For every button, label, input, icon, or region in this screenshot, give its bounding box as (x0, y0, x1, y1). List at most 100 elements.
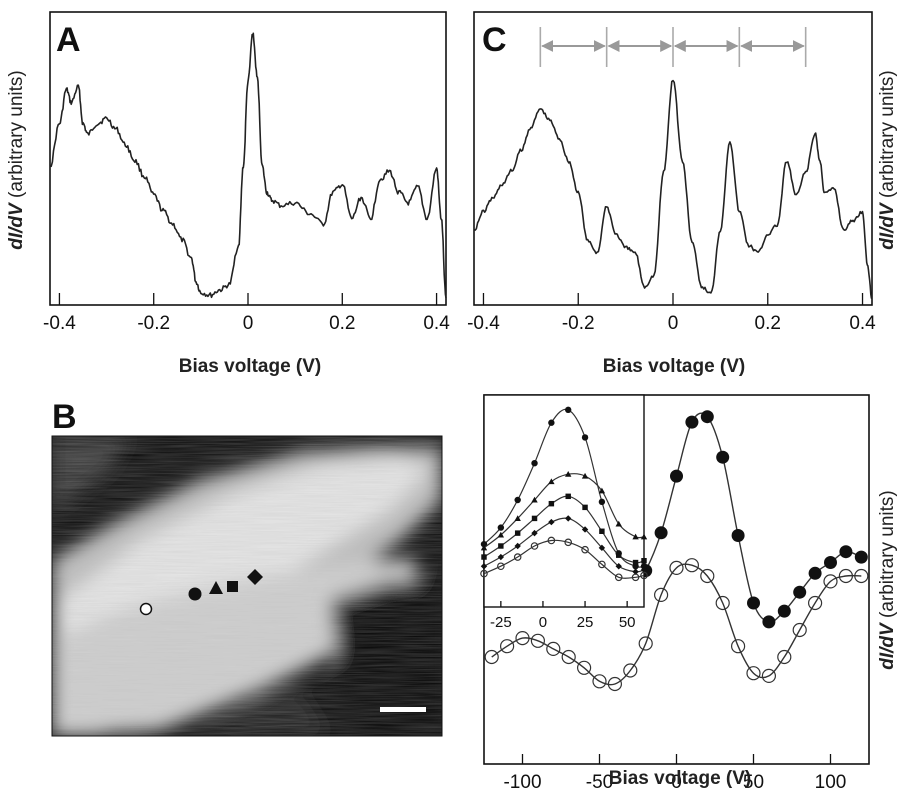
panel-d-inset-x-tick-label: 0 (539, 614, 547, 631)
panel-d-inset-point (598, 498, 606, 506)
panel-c-x-tick-label: 0 (668, 313, 679, 334)
panel-d-y-label: dI/dV (arbitrary units) (877, 490, 898, 669)
panel-d-point (685, 415, 699, 429)
panel-a-y-label: dI/dV (arbitrary units) (6, 70, 27, 249)
panel-a-x-tick-label: -0.2 (137, 313, 170, 334)
panel-d-inset-point (599, 528, 605, 534)
panel-d-point (716, 450, 730, 464)
panel-c-x-label: Bias voltage (V) (603, 356, 746, 377)
panel-c-period-arrows (539, 27, 807, 67)
panel-d-inset-point (582, 504, 588, 511)
panel-d-point (515, 630, 530, 646)
panel-d-inset-point (531, 529, 538, 537)
panel-c-x-tick-label: 0.4 (849, 313, 876, 334)
panel-d-inset-point (497, 524, 505, 531)
panel-d-point (838, 568, 854, 584)
panel-a: A -0.4 -0.2 0 0.2 0.4 Bias voltage (V) dI/dV… (6, 11, 450, 377)
panel-d-point (670, 469, 683, 483)
panel-d-inset-point (548, 419, 555, 426)
panel-c-trace (473, 79, 873, 299)
panel-a-x-tick-label: 0.2 (329, 313, 355, 334)
panel-c-x-axis: -0.4 -0.2 0 0.2 0.4 (467, 293, 876, 334)
panel-a-x-tick-label: -0.4 (43, 313, 76, 334)
panel-d-inset-point (615, 520, 622, 527)
stm-marker-filled-circle (188, 587, 202, 601)
panel-d-x-label: Bias voltage (V) (609, 768, 752, 789)
panel-d-inset-x-tick-label: -25 (490, 614, 512, 631)
panel-d-inset-frame (483, 394, 645, 608)
panel-d-inset-point (614, 573, 623, 582)
scale-bar (380, 707, 426, 712)
panel-d-point (669, 560, 684, 576)
panel-a-trace (49, 32, 447, 299)
panel-d-inset: -25 0 25 50 (480, 406, 648, 631)
panel-d-inset-point (598, 560, 606, 569)
panel-a-x-axis: -0.4 -0.2 0 0.2 0.4 (43, 293, 450, 334)
panel-d-point (700, 410, 714, 424)
panel-d-point (854, 550, 868, 564)
panel-d-inset-series-line (483, 539, 645, 579)
panel-d-point (746, 666, 761, 681)
panel-d-inset-point (480, 540, 488, 548)
panel-d-point (793, 585, 807, 599)
panel-d-inset-point (548, 478, 555, 485)
panel-d-inset-point (514, 542, 521, 550)
panel-d-inset-point (616, 552, 622, 558)
panel-d-inset-point (497, 531, 505, 538)
panel-d-inset-point (565, 515, 572, 522)
panel-b: B (51, 398, 443, 737)
panel-d-inset-point (547, 536, 556, 545)
panel-d-point (576, 660, 592, 675)
panel-d-inset-point (548, 500, 555, 507)
panel-d-point (761, 668, 777, 684)
panel-d-point (807, 595, 823, 611)
panel-d-point (777, 649, 792, 665)
panel-d-point (500, 639, 515, 654)
panel-d-point (592, 674, 607, 689)
panel-d-inset-point (480, 569, 488, 578)
panel-d-point (777, 604, 791, 618)
panel-d-point (654, 526, 668, 540)
stm-image-border (51, 435, 443, 737)
panel-d-inset-point (531, 515, 538, 522)
panel-d-inset-point (632, 559, 639, 566)
panel-d-series-line (491, 563, 862, 686)
panel-d-inset-point (548, 518, 555, 526)
panel-d-point (700, 568, 715, 584)
panel-d-point (747, 596, 760, 610)
panel-d-point (638, 636, 653, 651)
panel-d-x-tick-label: -100 (503, 772, 541, 790)
panel-c-x-tick-label: 0.2 (755, 313, 781, 334)
panel-c-x-tick-label: -0.2 (562, 313, 595, 334)
panel-d-point (808, 566, 822, 580)
panel-c-letter: C (482, 21, 507, 59)
panel-d-x-axis: -100 -50 0 50 100 (503, 754, 846, 790)
panel-d-inset-point (598, 544, 606, 552)
panel-d-inset-point (598, 487, 606, 494)
panel-d-inset-point (565, 406, 572, 414)
panel-d-inset-point (480, 563, 488, 570)
panel-d-point (731, 529, 745, 542)
panel-d-point (684, 558, 700, 573)
panel-d-point (653, 587, 669, 603)
panel-b-letter: B (52, 398, 77, 436)
panel-d-point (823, 574, 838, 589)
panel-d-inset-point (480, 544, 488, 551)
panel-d-inset-point (564, 538, 573, 547)
stm-marker-square (227, 581, 238, 592)
panel-d-inset-point (640, 563, 648, 570)
panel-d-inset-point (581, 472, 589, 479)
panel-d-inset-point (498, 543, 504, 549)
panel-d-inset-point (631, 573, 640, 582)
panel-d-inset-point (514, 515, 521, 521)
panel-d-inset-point (565, 471, 572, 477)
panel-c: C -0.4 -0.2 0 0.2 0.4 Bias voltage (V) dI/dV… (467, 11, 898, 377)
panel-d-inset-point (514, 496, 521, 504)
panel-d-inset-point (565, 493, 571, 500)
stm-marker-triangle (209, 581, 223, 594)
panel-d-x-tick-label: -50 (586, 772, 613, 790)
panel-d-point (730, 639, 746, 654)
